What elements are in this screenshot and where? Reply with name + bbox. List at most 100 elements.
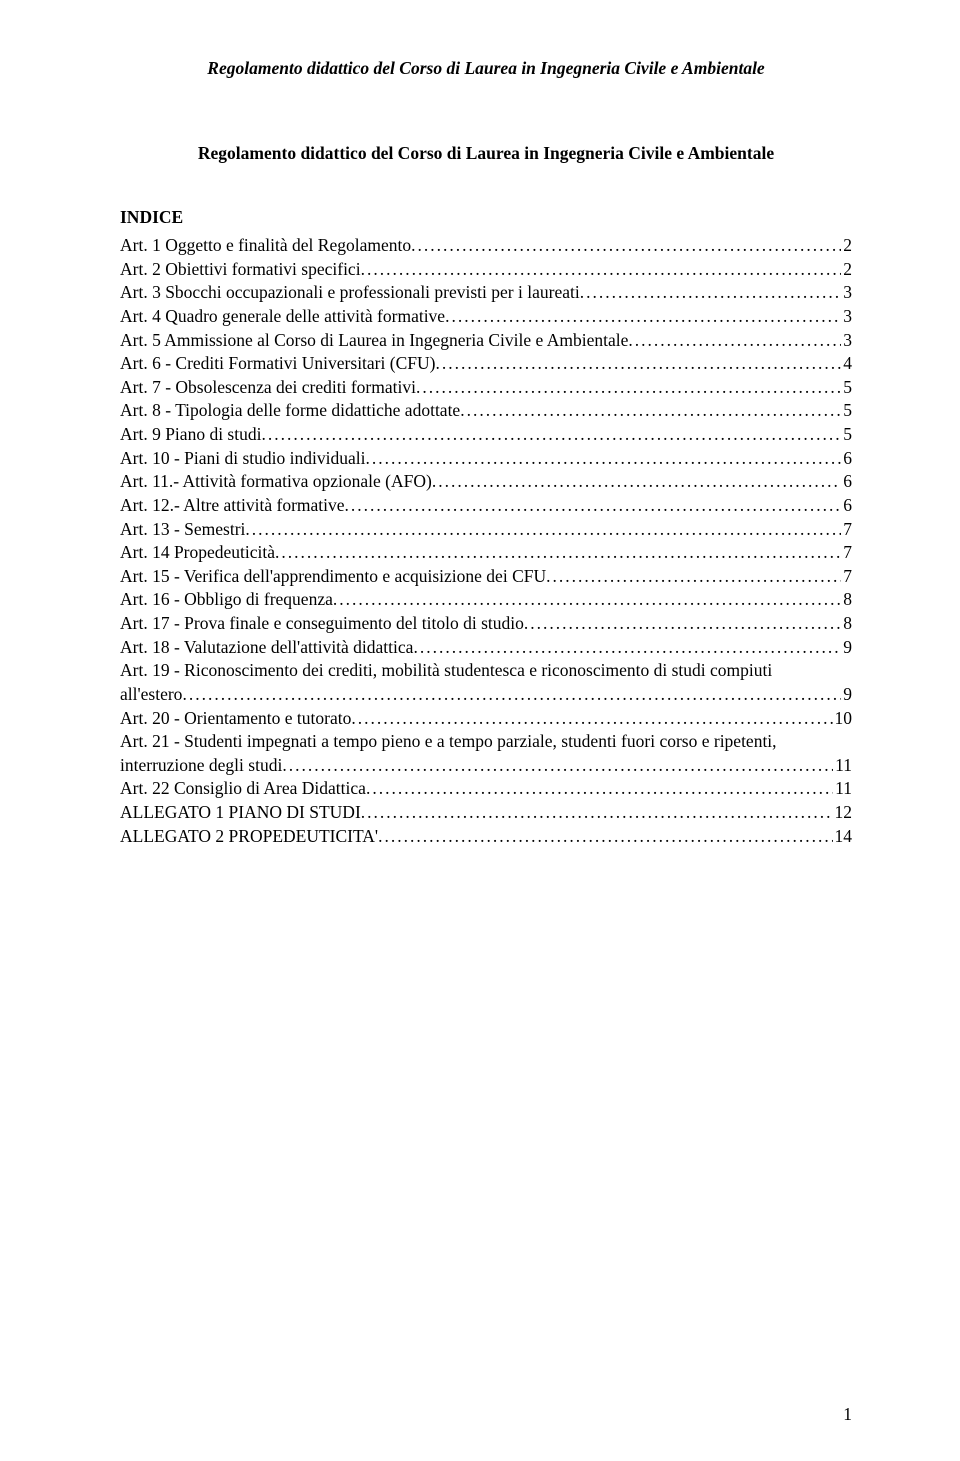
toc-entry-page: 4: [841, 352, 852, 376]
toc-leader-dots: [182, 683, 841, 707]
toc-leader-dots: [411, 234, 841, 258]
document-title: Regolamento didattico del Corso di Laure…: [120, 141, 852, 166]
toc-entry-page: 5: [841, 399, 852, 423]
toc-entry: Art. 10 - Piani di studio individuali 6: [120, 447, 852, 471]
toc-entry: Art. 12.- Altre attività formative 6: [120, 494, 852, 518]
toc-leader-dots: [628, 329, 841, 353]
toc-entry-page: 14: [833, 825, 853, 849]
toc-entry-text: Art. 5 Ammissione al Corso di Laurea in …: [120, 329, 628, 353]
toc-heading: INDICE: [120, 207, 852, 228]
toc-entry-text: Art. 19 - Riconoscimento dei crediti, mo…: [120, 659, 852, 683]
toc-entry: Art. 13 - Semestri 7: [120, 518, 852, 542]
toc-entry: Art. 21 - Studenti impegnati a tempo pie…: [120, 730, 852, 777]
toc-entry-text: Art. 15 - Verifica dell'apprendimento e …: [120, 565, 546, 589]
toc-entry: Art. 19 - Riconoscimento dei crediti, mo…: [120, 659, 852, 706]
toc-entry: Art. 7 - Obsolescenza dei crediti format…: [120, 376, 852, 400]
toc-entry-text: Art. 2 Obiettivi formativi specifici: [120, 258, 361, 282]
toc-leader-dots: [460, 399, 841, 423]
toc-entry-page: 6: [841, 447, 852, 471]
toc-leader-dots: [365, 447, 841, 471]
toc-entry-page: 11: [833, 754, 852, 778]
toc-entry-text: Art. 3 Sbocchi occupazionali e professio…: [120, 281, 580, 305]
toc-entry: Art. 20 - Orientamento e tutorato 10: [120, 707, 852, 731]
toc-entry-page: 10: [833, 707, 853, 731]
toc-entry: ALLEGATO 2 PROPEDEUTICITA' 14: [120, 825, 852, 849]
toc-entry-text: Art. 8 - Tipologia delle forme didattich…: [120, 399, 460, 423]
toc-entry: Art. 18 - Valutazione dell'attività dida…: [120, 636, 852, 660]
toc-leader-dots: [546, 565, 841, 589]
toc-entry: Art. 17 - Prova finale e conseguimento d…: [120, 612, 852, 636]
toc-entry-text: Art. 13 - Semestri: [120, 518, 245, 542]
toc-entry-text: ALLEGATO 2 PROPEDEUTICITA': [120, 825, 378, 849]
page: Regolamento didattico del Corso di Laure…: [0, 0, 960, 1461]
toc-entry-page: 8: [841, 588, 852, 612]
toc-entry: ALLEGATO 1 PIANO DI STUDI 12: [120, 801, 852, 825]
toc-entry: Art. 1 Oggetto e finalità del Regolament…: [120, 234, 852, 258]
toc-leader-dots: [580, 281, 842, 305]
toc-entry: Art. 15 - Verifica dell'apprendimento e …: [120, 565, 852, 589]
toc-entry-page: 7: [841, 518, 852, 542]
toc-entry-page: 2: [841, 234, 852, 258]
toc-leader-dots: [366, 777, 833, 801]
toc-entry-text: Art. 7 - Obsolescenza dei crediti format…: [120, 376, 416, 400]
toc-entry-text: Art. 16 - Obbligo di frequenza: [120, 588, 333, 612]
toc-entry-text: Art. 6 - Crediti Formativi Universitari …: [120, 352, 435, 376]
toc-entry-text: ALLEGATO 1 PIANO DI STUDI: [120, 801, 361, 825]
toc-entry-page: 3: [841, 305, 852, 329]
toc-entry-page: 7: [841, 565, 852, 589]
toc-entry: Art. 22 Consiglio di Area Didattica 11: [120, 777, 852, 801]
toc-entry: Art. 6 - Crediti Formativi Universitari …: [120, 352, 852, 376]
toc-entry-text: Art. 22 Consiglio di Area Didattica: [120, 777, 366, 801]
toc-entry-page: 3: [841, 329, 852, 353]
toc-entry-text: Art. 18 - Valutazione dell'attività dida…: [120, 636, 413, 660]
toc-leader-dots: [378, 825, 832, 849]
toc-entry-page: 5: [841, 376, 852, 400]
toc-leader-dots: [333, 588, 841, 612]
toc-leader-dots: [524, 612, 841, 636]
toc-entry-text: interruzione degli studi: [120, 754, 282, 778]
toc-entry-text: Art. 20 - Orientamento e tutorato: [120, 707, 351, 731]
toc-entry-page: 2: [841, 258, 852, 282]
toc-entry-page: 5: [841, 423, 852, 447]
toc-entry: Art. 8 - Tipologia delle forme didattich…: [120, 399, 852, 423]
toc-entry-page: 11: [833, 777, 852, 801]
toc-leader-dots: [282, 754, 833, 778]
toc-leader-dots: [361, 801, 833, 825]
toc-entry-text: Art. 21 - Studenti impegnati a tempo pie…: [120, 730, 852, 754]
toc-leader-dots: [445, 305, 841, 329]
toc-entry-page: 12: [833, 801, 853, 825]
toc-entry-page: 3: [841, 281, 852, 305]
toc-entry-page: 9: [841, 683, 852, 707]
toc-entry-page: 6: [841, 494, 852, 518]
toc-leader-dots: [432, 470, 841, 494]
toc-entry-page: 6: [841, 470, 852, 494]
toc-leader-dots: [275, 541, 841, 565]
toc-entry-text: Art. 1 Oggetto e finalità del Regolament…: [120, 234, 411, 258]
toc-entry-text: Art. 9 Piano di studi: [120, 423, 261, 447]
toc-leader-dots: [345, 494, 842, 518]
running-head: Regolamento didattico del Corso di Laure…: [120, 56, 852, 81]
toc-leader-dots: [245, 518, 841, 542]
toc-entry-text: all'estero: [120, 683, 182, 707]
toc-entry-text: Art. 4 Quadro generale delle attività fo…: [120, 305, 445, 329]
toc-leader-dots: [351, 707, 832, 731]
toc-entry-text: Art. 12.- Altre attività formative: [120, 494, 345, 518]
toc-entry-text: Art. 14 Propedeuticità: [120, 541, 275, 565]
toc-leader-dots: [361, 258, 842, 282]
toc-entry: Art. 14 Propedeuticità7: [120, 541, 852, 565]
toc-entry-text: Art. 17 - Prova finale e conseguimento d…: [120, 612, 524, 636]
toc-entry: Art. 11.- Attività formativa opzionale (…: [120, 470, 852, 494]
toc-entry: Art. 4 Quadro generale delle attività fo…: [120, 305, 852, 329]
toc-entry: Art. 9 Piano di studi 5: [120, 423, 852, 447]
toc-entry-page: 8: [841, 612, 852, 636]
toc-entry-text: Art. 10 - Piani di studio individuali: [120, 447, 365, 471]
table-of-contents: Art. 1 Oggetto e finalità del Regolament…: [120, 234, 852, 848]
toc-leader-dots: [435, 352, 841, 376]
toc-entry: Art. 3 Sbocchi occupazionali e professio…: [120, 281, 852, 305]
toc-entry-text: Art. 11.- Attività formativa opzionale (…: [120, 470, 432, 494]
toc-leader-dots: [413, 636, 841, 660]
toc-entry: Art. 2 Obiettivi formativi specifici 2: [120, 258, 852, 282]
toc-leader-dots: [261, 423, 841, 447]
page-number: 1: [843, 1404, 852, 1425]
toc-entry: Art. 16 - Obbligo di frequenza 8: [120, 588, 852, 612]
